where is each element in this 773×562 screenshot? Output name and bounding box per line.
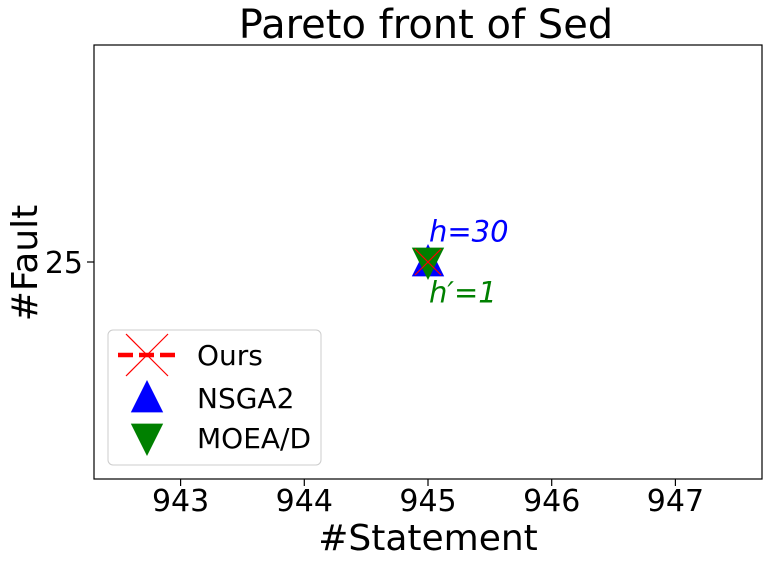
x-tick-label: 947 [647,484,704,519]
y-tick-label: 25 [45,246,83,281]
legend: Ours NSGA2 MOEA/D [107,329,322,466]
legend-box [107,329,322,466]
legend-handle-ours [118,333,175,377]
data-point-ours [414,248,442,276]
x-tick-label: 943 [152,484,209,519]
legend-handle-nsga2 [130,380,164,413]
x-axis-label: #Statement [318,518,538,559]
y-axis-label: #Fault [5,205,46,322]
x-tick-label: 945 [399,484,456,519]
plot-area: 943 944 945 946 947 25 h=30 h′=1 [45,44,763,519]
annotation-h-prime: h′=1 [429,275,497,309]
annotation-h: h=30 [429,215,509,249]
legend-handle-moead [130,423,164,456]
legend-label: MOEA/D [197,422,311,455]
data-point-moead [411,247,445,280]
chart-title: Pareto front of Sed [239,2,613,48]
legend-label: NSGA2 [197,382,294,415]
x-tick-label: 944 [276,484,333,519]
legend-label: Ours [197,339,263,372]
x-tick-label: 946 [523,484,580,519]
